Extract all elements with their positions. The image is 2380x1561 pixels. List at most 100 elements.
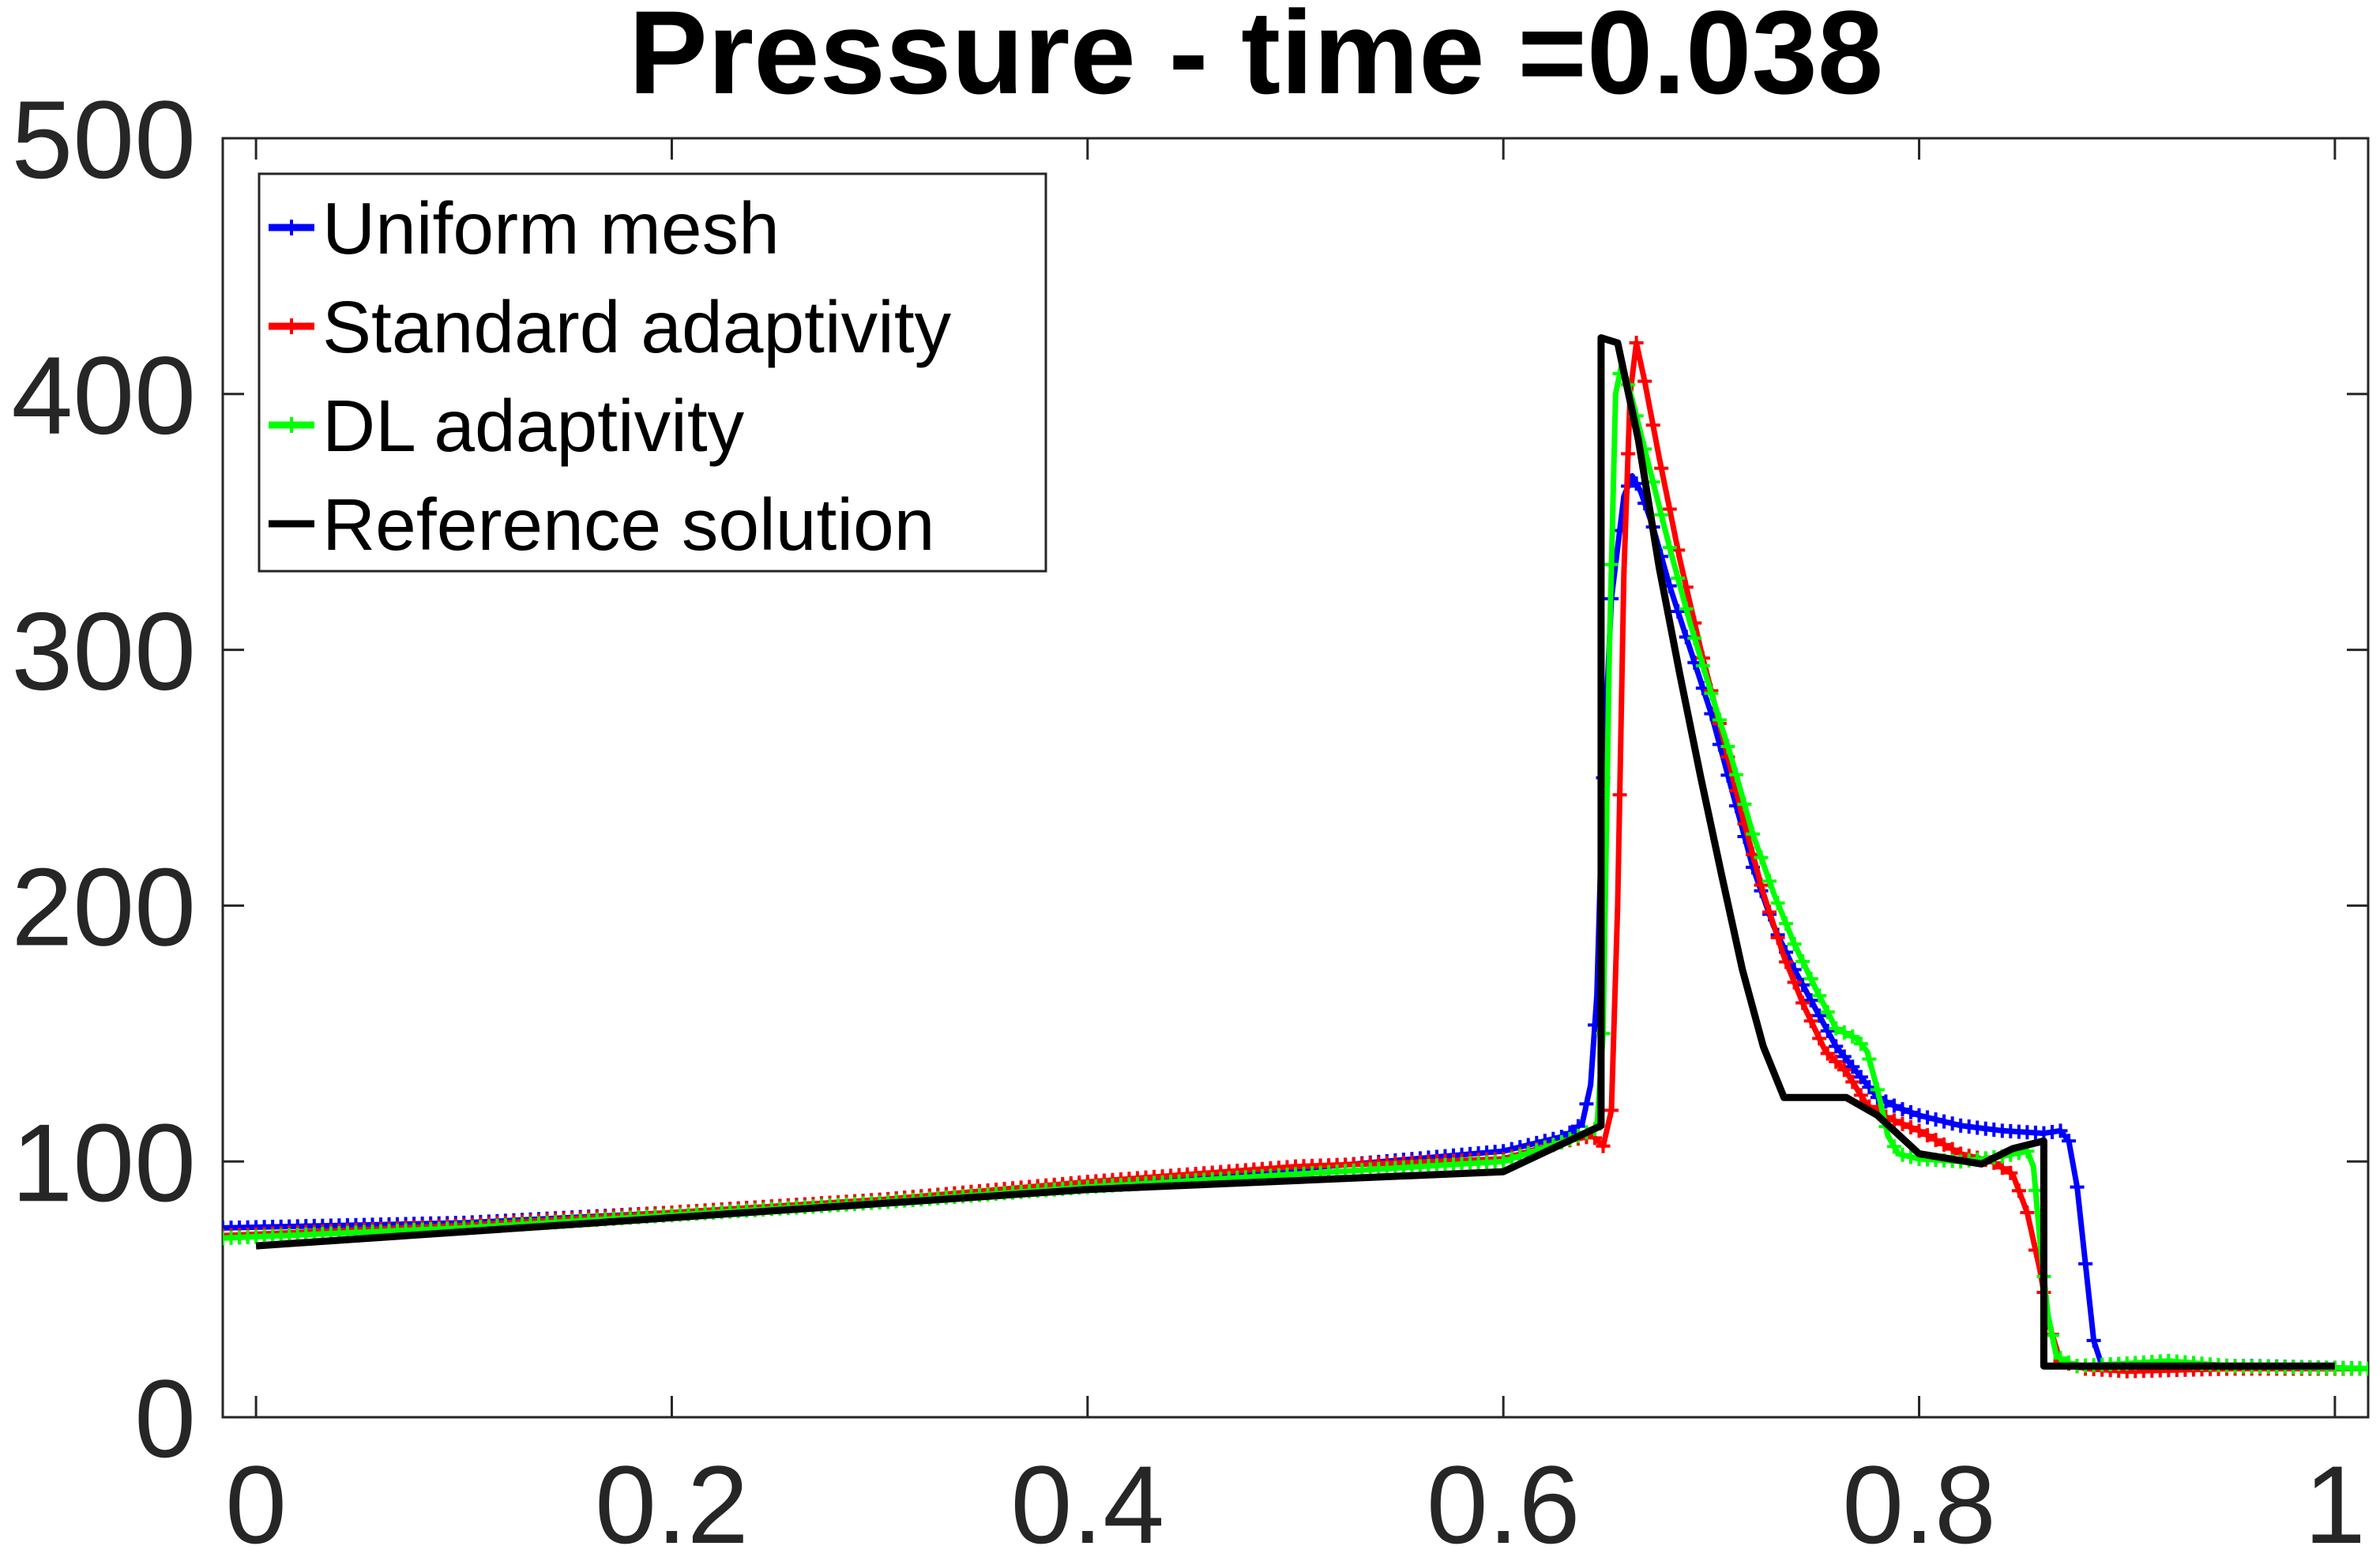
data-point-marker (1770, 930, 1785, 945)
data-point-marker (2078, 1256, 2093, 1271)
data-point-marker (1803, 1014, 1818, 1029)
data-point-marker (1895, 1116, 1910, 1131)
data-point-marker (1596, 1138, 1611, 1153)
legend-item: Standard adaptivity (269, 286, 952, 368)
y-tick-label: 300 (11, 589, 196, 713)
x-tick-label: 0.2 (595, 1443, 749, 1557)
legend-label: Standard adaptivity (322, 286, 952, 368)
data-point-marker (2062, 1134, 2077, 1149)
legend-item: Reference solution (269, 483, 934, 566)
data-point-marker (1795, 954, 1810, 969)
y-tick-label: 500 (11, 77, 196, 201)
data-point-marker (1904, 1120, 1919, 1135)
y-tick-label: 200 (11, 844, 196, 969)
data-point-marker (1762, 905, 1777, 920)
data-point-marker (1671, 604, 1686, 619)
data-point-marker (1621, 446, 1636, 461)
data-point-marker (1904, 1105, 1919, 1120)
data-point-marker (1820, 1046, 1835, 1061)
data-point-marker (1837, 1049, 1852, 1064)
data-point-marker (1945, 1116, 1960, 1131)
legend-label: Reference solution (322, 483, 934, 566)
data-point-marker (1845, 1074, 1860, 1089)
data-point-marker (1770, 896, 1785, 911)
data-point-marker (1687, 630, 1702, 645)
data-point-marker (1662, 540, 1677, 555)
data-point-marker (1637, 374, 1652, 389)
data-point-marker (1895, 1147, 1910, 1162)
data-point-marker (1837, 1063, 1852, 1078)
data-point-marker (1654, 461, 1669, 476)
data-point-marker (1853, 1088, 1868, 1103)
legend-marker (284, 318, 299, 334)
data-point-marker (1604, 557, 1619, 572)
data-point-marker (1695, 658, 1710, 673)
data-point-marker (1787, 936, 1802, 951)
legend-label: DL adaptivity (322, 385, 745, 467)
data-point-marker (1629, 336, 1644, 351)
data-point-marker (1920, 1110, 1935, 1125)
legend-label: Uniform mesh (322, 187, 780, 269)
data-point-marker (1812, 1031, 1827, 1046)
data-point-marker (1803, 972, 1818, 987)
data-point-marker (1870, 1082, 1885, 1097)
data-point-marker (1671, 543, 1686, 558)
y-tick-label: 100 (11, 1100, 196, 1224)
data-point-marker (2053, 1123, 2068, 1138)
data-point-marker (1754, 850, 1769, 865)
data-point-marker (1912, 1108, 1927, 1123)
data-point-marker (1745, 826, 1760, 841)
series-0 (223, 472, 2368, 1376)
data-point-marker (1779, 954, 1794, 969)
data-point-marker (1820, 1005, 1835, 1020)
data-point-marker (1845, 1029, 1860, 1044)
data-point-marker (1671, 570, 1686, 585)
data-point-marker (1604, 1103, 1619, 1118)
data-point-marker (1712, 713, 1727, 728)
legend-item: Uniform mesh (269, 187, 780, 269)
data-point-marker (1654, 507, 1669, 522)
x-tick-label: 0.6 (1427, 1443, 1581, 1557)
data-point-marker (1496, 1154, 1511, 1169)
y-axis: 0 100 200 300 400 500 (11, 77, 2368, 1480)
x-tick-label: 0.8 (1842, 1443, 1996, 1557)
data-point-marker (1679, 601, 1694, 616)
data-point-marker (1737, 797, 1752, 812)
data-point-marker (1704, 686, 1719, 701)
x-tick-label: 0.4 (1011, 1443, 1165, 1557)
data-point-marker (1720, 739, 1735, 754)
x-tick-label: 1 (2304, 1443, 2366, 1557)
data-point-marker (1886, 1113, 1901, 1128)
data-point-marker (1579, 1096, 1594, 1112)
y-tick-label: 400 (11, 333, 196, 457)
data-point-marker (1795, 995, 1810, 1010)
legend: Uniform mesh Standard adaptivity DL adapti… (258, 172, 1047, 573)
data-point-marker (1920, 1128, 1935, 1143)
data-point-marker (1829, 1021, 1844, 1036)
series-markers (223, 476, 2368, 1376)
data-point-marker (1662, 502, 1677, 517)
data-point-marker (1762, 874, 1777, 889)
data-point-marker (1754, 878, 1769, 893)
data-point-marker (2361, 1361, 2368, 1376)
data-point-marker (1829, 1039, 1844, 1054)
series-3 (255, 334, 2335, 1370)
data-point-marker (1862, 1080, 1877, 1095)
data-point-marker (1812, 1008, 1827, 1023)
data-point-marker (1904, 1149, 1919, 1164)
data-point-marker (1886, 1139, 1901, 1154)
data-point-marker (1845, 1059, 1860, 1074)
legend-item: DL adaptivity (269, 385, 745, 467)
data-point-marker (1645, 418, 1660, 433)
data-point-marker (1937, 1137, 1952, 1152)
data-point-marker (1895, 1102, 1910, 1117)
data-point-marker (1853, 1070, 1868, 1085)
plot-area-frame (221, 137, 2370, 1419)
data-point-marker (1612, 788, 1627, 803)
chart-title: Pressure - time =0.038 (629, 0, 1883, 118)
legend-marker (284, 417, 299, 433)
data-point-marker (1812, 988, 1827, 1003)
data-point-marker (1886, 1098, 1901, 1113)
data-point-marker (1928, 1112, 1943, 1127)
x-axis: 0 0.2 0.4 0.6 0.8 1 (225, 138, 2366, 1561)
